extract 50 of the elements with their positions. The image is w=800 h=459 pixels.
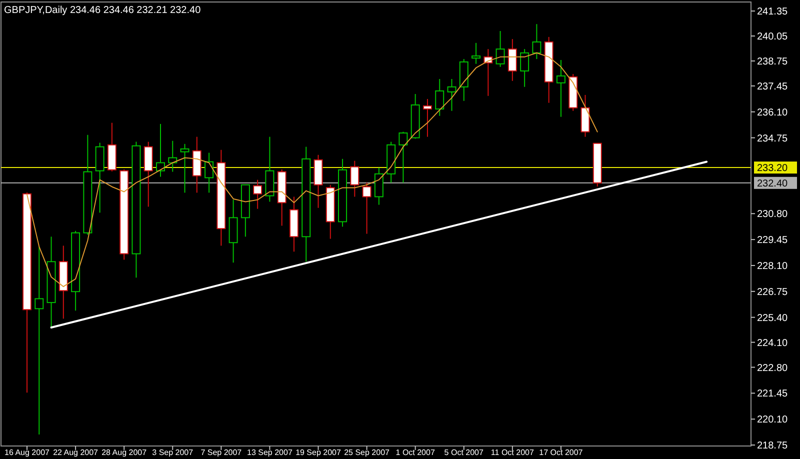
x-tick-label: 17 Oct 2007 [539, 448, 584, 457]
y-tick-label: 220.10 [757, 414, 788, 426]
x-tick-label: 1 Oct 2007 [396, 448, 436, 457]
y-tick-label: 236.10 [757, 107, 788, 118]
y-tick-label: 229.45 [757, 235, 788, 246]
candlestick [398, 131, 408, 184]
candlestick [508, 38, 517, 82]
y-tick-label: 226.75 [757, 286, 788, 298]
y-tick-label: 228.10 [757, 260, 788, 272]
y-tick-label: 234.75 [757, 133, 788, 144]
candlestick [362, 182, 372, 234]
candlestick [180, 143, 190, 194]
y-tick-label: 218.75 [757, 440, 788, 452]
x-tick-label: 7 Sep 2007 [200, 448, 242, 457]
candlestick [168, 140, 178, 172]
y-tick-label: 221.45 [757, 388, 788, 400]
candlestick [472, 42, 481, 64]
candlestick [204, 152, 214, 194]
y-tick-label: 224.10 [757, 338, 788, 349]
candlestick [374, 167, 384, 206]
ref-line-label: 232.40 [757, 178, 788, 190]
candlestick [532, 24, 542, 60]
candlestick [447, 78, 456, 112]
x-tick-label: 11 Oct 2007 [490, 448, 534, 457]
candlestick [350, 160, 360, 198]
y-tick-label: 222.80 [757, 362, 788, 374]
candlestick [422, 98, 432, 138]
candlestick [156, 123, 165, 178]
y-tick-label: 241.35 [757, 6, 788, 18]
candlestick [556, 59, 566, 118]
x-tick-label: 19 Sep 2007 [296, 448, 342, 457]
candlestick [34, 246, 44, 435]
y-tick-label: 225.40 [757, 312, 788, 324]
candlestick [520, 48, 530, 88]
y-tick-label: 230.80 [757, 209, 788, 220]
x-tick-label: 5 Oct 2007 [444, 448, 484, 457]
candlestick [435, 78, 444, 116]
candlestick [253, 179, 262, 210]
x-tick-label: 25 Sep 2007 [344, 448, 390, 457]
y-tick-label: 238.75 [757, 56, 788, 68]
y-tick-label: 240.05 [757, 31, 788, 42]
x-tick-label: 16 Aug 2007 [4, 448, 50, 457]
ref-line-label: 233.20 [757, 163, 788, 174]
x-tick-label: 22 Aug 2007 [53, 448, 99, 457]
x-tick-label: 13 Sep 2007 [247, 448, 293, 457]
x-tick-label: 3 Sep 2007 [152, 448, 194, 457]
x-tick-label: 28 Aug 2007 [102, 448, 148, 457]
candlestick [496, 30, 505, 68]
y-tick-label: 237.45 [757, 81, 788, 92]
chart-title: GBPJPY,Daily 234.46 234.46 232.21 232.40 [4, 5, 202, 16]
